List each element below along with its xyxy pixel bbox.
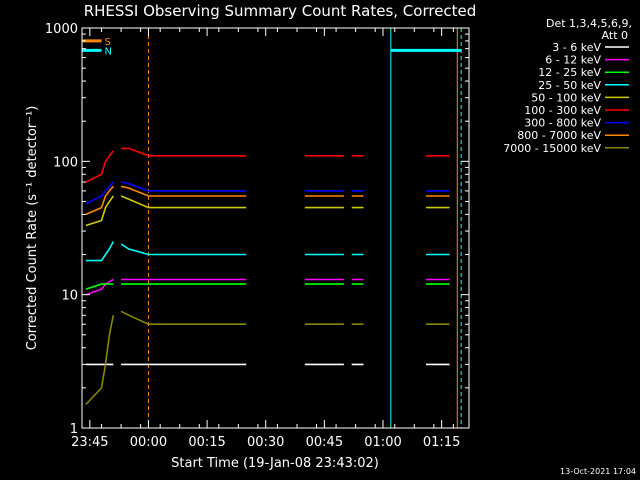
x-tick-label: 01:15 <box>423 435 460 450</box>
plot-frame <box>81 27 470 429</box>
legend-label: 3 - 6 keV <box>552 41 601 54</box>
legend-label: 300 - 800 keV <box>524 117 601 130</box>
legend-label: 100 - 300 keV <box>524 104 601 117</box>
x-axis: 23:45 00:00 00:15 00:30 00:45 01:00 01:15 <box>71 28 460 450</box>
x-tick-label: 23:45 <box>71 435 108 450</box>
legend-label: 800 - 7000 keV <box>517 129 601 142</box>
legend-label: 6 - 12 keV <box>545 54 601 67</box>
flag-label-n: N <box>105 46 112 57</box>
legend-label: 7000 - 15000 keV <box>503 142 601 155</box>
y-tick-label: 1000 <box>45 22 78 37</box>
x-tick-label: 00:45 <box>306 435 343 450</box>
y-tick-label: 100 <box>53 155 78 170</box>
x-tick-label: 00:00 <box>130 435 167 450</box>
vertical-markers <box>147 28 462 428</box>
x-tick-label: 00:30 <box>247 435 284 450</box>
x-tick-label: 00:15 <box>188 435 225 450</box>
y-tick-label: 1 <box>70 422 78 437</box>
x-axis-label: Start Time (19-Jan-08 23:43:02) <box>171 456 379 471</box>
legend-header-line-1: Det 1,3,4,5,6,9, <box>546 17 632 30</box>
flag-label-s: S <box>105 37 111 48</box>
chart-title: RHESSI Observing Summary Count Rates, Co… <box>84 2 477 20</box>
legend-header-line-2: Att 0 <box>602 29 628 42</box>
y-tick-label: 10 <box>61 289 78 304</box>
plot-area: SN <box>82 28 477 428</box>
legend-label: 50 - 100 keV <box>531 91 601 104</box>
legend-label: 25 - 50 keV <box>538 79 601 92</box>
footer-date: 13-Oct-2021 17:04 <box>560 467 636 476</box>
y-axis-label: Corrected Count Rate (s⁻¹ detector⁻¹) <box>25 106 40 351</box>
x-tick-label: 01:00 <box>364 435 401 450</box>
legend-label: 12 - 25 keV <box>538 66 601 79</box>
y-axis: 1 10 100 1000 <box>45 22 469 437</box>
